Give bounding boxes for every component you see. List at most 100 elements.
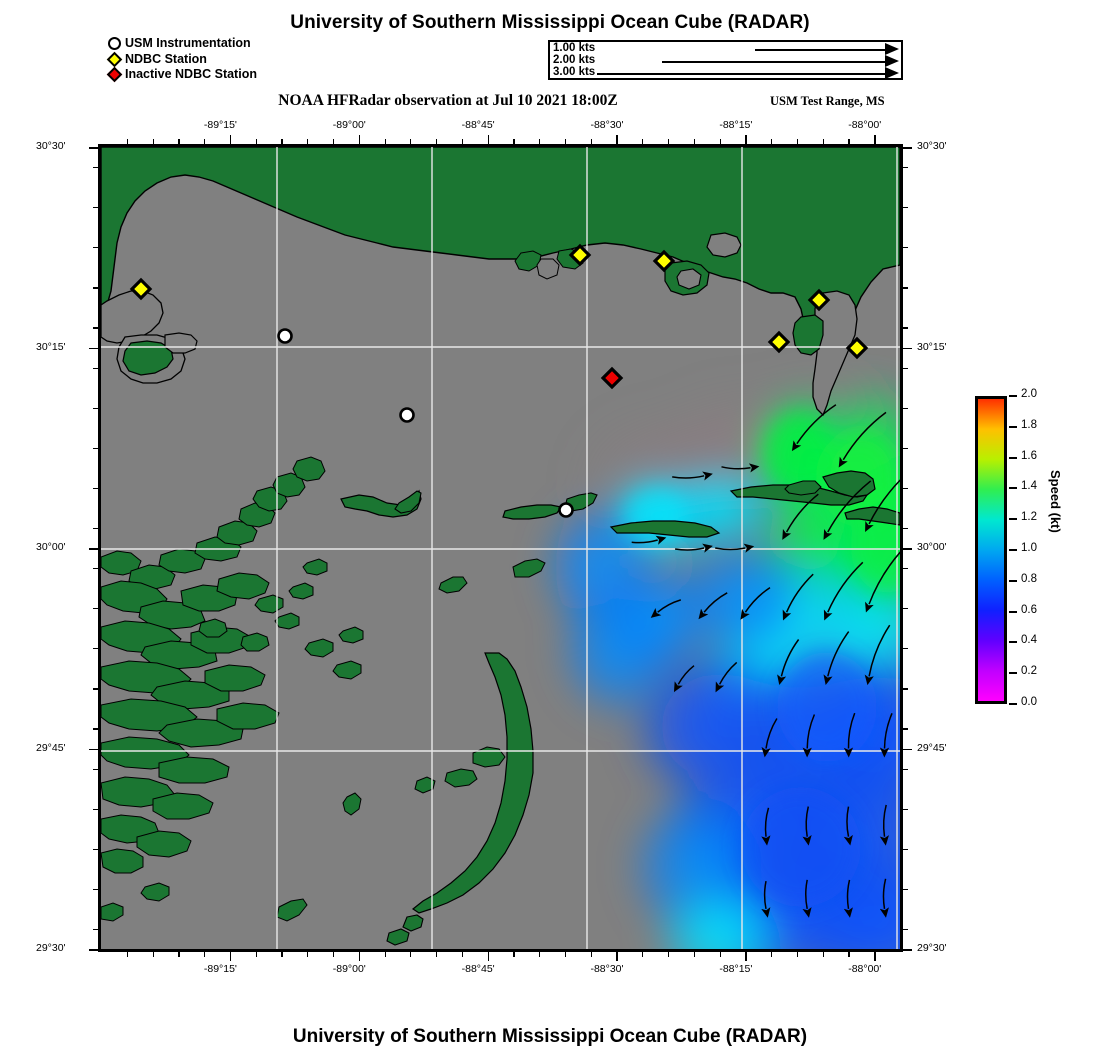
axis-tick: [93, 207, 98, 209]
axis-tick: [642, 139, 644, 144]
map-graphic: [101, 147, 900, 949]
axis-tick: [590, 952, 592, 957]
current-vector: [879, 878, 889, 918]
colorbar-tick-label: 0.6: [1021, 603, 1037, 616]
axis-tick: [126, 952, 128, 957]
axis-label: 30°00': [36, 541, 66, 553]
axis-tick: [903, 347, 912, 350]
current-vector: [823, 480, 872, 540]
axis-tick: [903, 888, 908, 891]
axis-tick: [89, 347, 98, 350]
current-vector: [782, 493, 819, 540]
vector-scale-row: 2.00 kts: [550, 54, 901, 68]
axis-tick: [903, 728, 908, 730]
axis-tick: [668, 139, 670, 144]
usm-instrumentation-marker[interactable]: [558, 502, 574, 518]
station-marker-layer: [129, 243, 869, 518]
axis-tick: [903, 487, 908, 490]
axis-tick: [822, 139, 824, 144]
axis-tick: [903, 808, 908, 810]
ndbc-station-marker[interactable]: [568, 243, 592, 267]
usm-instrumentation-marker[interactable]: [399, 407, 415, 423]
axis-tick: [564, 952, 567, 957]
ndbc-station-marker[interactable]: [845, 336, 869, 360]
ndbc-station-marker[interactable]: [129, 277, 153, 301]
colorbar-tick-label: 1.2: [1021, 511, 1037, 524]
axis-label: -88°45': [461, 963, 495, 975]
axis-tick: [796, 139, 799, 144]
axis-tick: [93, 407, 98, 409]
colorbar: [975, 396, 1007, 704]
arrow-head-icon: [885, 67, 899, 79]
land-masses: [101, 147, 900, 946]
colorbar-tick: [1009, 425, 1017, 428]
axis-label: -89°15': [203, 963, 237, 975]
current-vector: [823, 561, 864, 621]
colorbar-tick: [1009, 487, 1017, 490]
axis-tick: [590, 139, 592, 144]
inactive-ndbc-station-marker[interactable]: [600, 366, 624, 390]
axis-label: 29°45': [36, 741, 66, 754]
axis-label: 29°30': [917, 942, 947, 954]
axis-tick: [903, 447, 908, 449]
axis-tick: [513, 952, 515, 957]
vector-scale-line: [662, 61, 887, 63]
current-vector: [843, 712, 856, 758]
current-vector: [761, 807, 771, 846]
ndbc-station-marker[interactable]: [767, 330, 791, 354]
axis-tick: [848, 139, 850, 144]
axis-tick: [93, 608, 98, 610]
axis-tick: [229, 135, 232, 144]
legend-item-inactive-ndbc: Inactive NDBC Station: [106, 66, 257, 83]
axis-tick: [89, 147, 98, 149]
colorbar-tick: [1009, 703, 1017, 705]
footer-title: University of Southern Mississippi Ocean…: [292, 1026, 808, 1047]
axis-tick: [255, 952, 257, 957]
axis-tick: [903, 147, 912, 149]
colorbar-tick: [1009, 549, 1017, 551]
axis-tick: [436, 952, 438, 957]
ndbc-station-marker[interactable]: [807, 288, 831, 312]
current-vector: [698, 592, 728, 620]
axis-tick: [903, 407, 908, 409]
colorbar-tick-label: 1.6: [1021, 449, 1037, 462]
legend-label-inactive-ndbc: Inactive NDBC Station: [125, 67, 257, 81]
axis-tick: [332, 952, 335, 957]
page-title: University of Southern Mississippi Ocean…: [290, 12, 810, 33]
axis-tick: [93, 327, 98, 329]
axis-tick: [564, 139, 567, 144]
axis-tick: [93, 928, 98, 931]
usm-instrumentation-marker[interactable]: [277, 328, 293, 344]
circle-marker-icon: [108, 37, 121, 51]
axis-label: 29°45': [917, 741, 947, 754]
legend-item-usm: USM Instrumentation: [108, 36, 257, 52]
current-vector-field: [631, 404, 900, 918]
current-vector: [865, 479, 900, 532]
axis-tick: [93, 848, 98, 850]
axis-tick: [93, 648, 98, 650]
current-vector: [740, 586, 771, 620]
axis-tick: [903, 949, 912, 951]
map-canvas[interactable]: [98, 144, 903, 952]
current-vector: [864, 624, 891, 686]
ndbc-station-marker[interactable]: [652, 249, 676, 273]
axis-label: 29°30': [36, 942, 66, 954]
current-vector: [823, 631, 850, 686]
axis-tick: [307, 139, 309, 144]
axis-label: -89°15': [203, 119, 237, 131]
current-vector: [802, 806, 812, 846]
current-vector: [791, 404, 837, 452]
axis-tick: [126, 139, 128, 144]
current-vector: [879, 804, 889, 846]
axis-tick: [513, 139, 515, 144]
axis-tick: [903, 688, 908, 690]
axis-tick: [745, 135, 747, 144]
legend-item-ndbc: NDBC Station: [106, 51, 257, 68]
current-vector: [715, 543, 755, 553]
axis-tick: [152, 139, 154, 144]
axis-tick: [93, 367, 98, 369]
colorbar-tick: [1009, 395, 1017, 397]
axis-tick: [719, 952, 721, 957]
axis-label: -88°00': [848, 963, 882, 975]
axis-tick: [903, 748, 912, 751]
